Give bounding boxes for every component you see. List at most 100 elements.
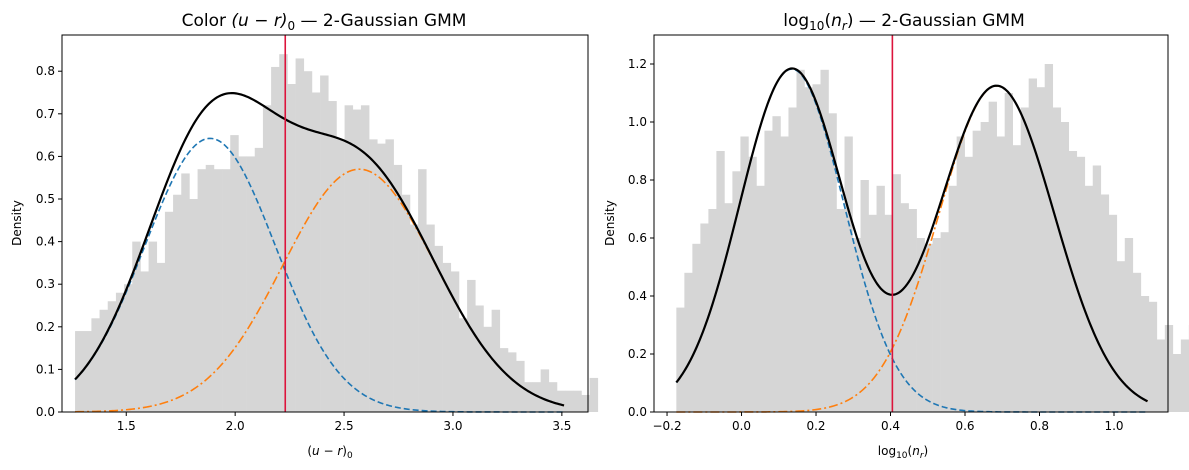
histogram-bar xyxy=(716,151,725,412)
y-tick-label: 0.7 xyxy=(36,107,55,121)
histogram-bar xyxy=(556,390,566,412)
histogram-bar xyxy=(1148,301,1158,412)
histogram-bar xyxy=(1116,261,1126,412)
histogram-bar xyxy=(344,105,354,412)
left-x-axis-label: (u − r)0 xyxy=(307,444,353,461)
histogram-bar xyxy=(932,238,941,412)
right-axes: −0.2 0.0 0.2 0.4 0.6 0.8 1.0 0.0 0.2 0.4 0.6 0.8 1.0… xyxy=(628,34,1169,433)
histogram-bar xyxy=(401,194,411,412)
y-tick-label: 0.0 xyxy=(628,405,647,419)
histogram-bar xyxy=(507,352,517,412)
histogram-bar xyxy=(418,169,427,412)
histogram-bar xyxy=(804,87,813,412)
histogram-bar xyxy=(75,331,84,412)
histogram-bar xyxy=(213,169,223,412)
histogram-bar xyxy=(924,243,933,412)
histogram-bar xyxy=(876,185,885,412)
right-x-axis-label: log10(nr) xyxy=(878,444,928,461)
histogram-bar xyxy=(732,171,741,412)
y-tick-label: 0.2 xyxy=(628,347,647,361)
histogram-bar xyxy=(328,101,337,412)
histogram-bar xyxy=(1108,214,1118,412)
y-tick-label: 1.0 xyxy=(628,115,647,129)
histogram-bar xyxy=(1180,339,1189,412)
x-tick-label: 2.5 xyxy=(335,419,354,433)
mixture-total-curve xyxy=(675,67,1149,403)
histogram-bar xyxy=(964,156,973,412)
histogram-bar xyxy=(1012,145,1021,412)
left-panel: Color (u − r)0 — 2-Gaussian GMM 1.5 2.0 2.… xyxy=(10,11,599,461)
mixture-total-curve xyxy=(74,92,565,407)
histogram-bar xyxy=(988,101,997,412)
histogram-bar xyxy=(450,271,460,412)
histogram-bar xyxy=(812,84,821,413)
histogram-bar xyxy=(1132,272,1142,412)
y-tick-label: 0.8 xyxy=(36,64,55,78)
x-tick-label: 3.5 xyxy=(552,419,571,433)
histogram-bar xyxy=(1164,325,1174,412)
gaussian-component-curve xyxy=(74,137,565,413)
histogram-bar xyxy=(222,169,231,412)
histogram-bar xyxy=(1052,107,1062,412)
histogram-bar xyxy=(1036,87,1046,412)
x-tick-label: 0.6 xyxy=(955,419,974,433)
x-tick-label: −0.2 xyxy=(652,419,681,433)
histogram-bar xyxy=(676,307,685,412)
histogram-bar xyxy=(1156,339,1166,412)
histogram-bar xyxy=(916,238,925,412)
y-tick-label: 0.0 xyxy=(36,405,55,419)
histogram-bar xyxy=(434,245,443,412)
y-tick-label: 0.4 xyxy=(628,289,647,303)
histogram-bar xyxy=(254,147,264,412)
histogram-bar xyxy=(796,69,805,413)
histogram-bar xyxy=(1140,296,1150,412)
histogram-bar xyxy=(573,390,582,412)
y-tick-label: 0.5 xyxy=(36,192,55,206)
histogram-bar xyxy=(700,223,709,412)
histogram-bar xyxy=(148,241,158,412)
histogram-bar xyxy=(409,224,419,412)
histogram-bar xyxy=(548,382,558,412)
histogram-bar xyxy=(140,271,149,412)
histogram-bar xyxy=(780,136,789,412)
left-axes: 1.5 2.0 2.5 3.0 3.5 0.0 0.1 0.2 0.3 0.4 0.5 0.6 0.7 0… xyxy=(36,34,589,433)
y-tick-label: 0.6 xyxy=(628,231,647,245)
histogram-bar xyxy=(836,209,845,412)
histogram-bar xyxy=(99,309,109,412)
histogram-bar xyxy=(164,211,174,412)
histogram-bar xyxy=(83,331,92,412)
x-tick-label: 0.2 xyxy=(806,419,825,433)
histogram-bar xyxy=(788,107,797,412)
histogram-bar xyxy=(1060,122,1070,412)
histogram-bar xyxy=(589,377,599,412)
histogram-bar xyxy=(860,180,869,412)
histogram-bar xyxy=(684,272,693,412)
y-tick-label: 0.4 xyxy=(36,235,55,249)
histogram-bar xyxy=(828,113,837,413)
histogram-bar xyxy=(124,284,133,412)
histogram-bar xyxy=(426,224,435,412)
histogram-bar xyxy=(303,71,313,413)
histogram-bar xyxy=(820,69,829,413)
x-tick-label: 2.0 xyxy=(226,419,245,433)
histogram-bar xyxy=(948,185,957,412)
histogram-bar xyxy=(868,214,877,412)
histogram-bar xyxy=(996,136,1005,412)
histogram-bar xyxy=(1020,107,1029,412)
histogram-bar xyxy=(181,173,190,412)
histogram-bar xyxy=(262,105,272,412)
x-tick-label: 0.8 xyxy=(1030,419,1049,433)
right-histogram xyxy=(676,64,1189,413)
histogram-bar xyxy=(1044,64,1054,412)
left-chart-title: Color (u − r)0 — 2-Gaussian GMM xyxy=(182,11,467,33)
y-tick-label: 0.1 xyxy=(36,362,55,376)
histogram-bar xyxy=(1028,78,1038,412)
histogram-bar xyxy=(724,203,733,412)
gaussian-component-curve xyxy=(676,85,1148,413)
histogram-bar xyxy=(1084,185,1094,412)
histogram-bar xyxy=(197,169,207,412)
histogram-bar xyxy=(156,262,166,412)
histogram-bar xyxy=(467,279,476,412)
histogram-bar xyxy=(980,122,989,412)
histogram-bar xyxy=(173,194,182,412)
